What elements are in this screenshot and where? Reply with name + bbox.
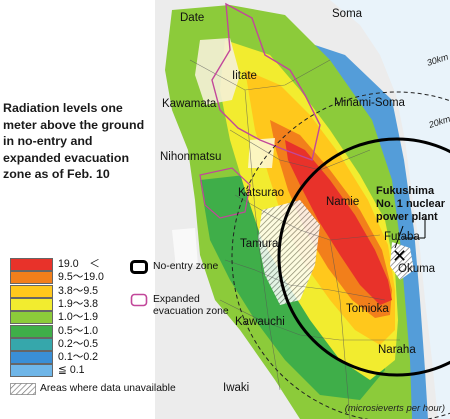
sea (330, 0, 450, 419)
legend-row: 0.5～1.0 (10, 324, 130, 338)
expanded-evacuation-boundary-south (199, 167, 251, 219)
legend-label: 0.2～0.5 (58, 337, 99, 350)
legend-label: 1.9～3.8 (58, 297, 99, 310)
legend-row: 9.5～19.0 (10, 271, 130, 285)
title-line: zone as of Feb. 10 (3, 167, 110, 181)
legend-row: 1.0～1.9 (10, 311, 130, 325)
legend-swatch (10, 271, 53, 285)
label-tamura: Tamura (240, 238, 279, 250)
legend-row: 0.2～0.5 (10, 337, 130, 351)
label-date: Date (180, 12, 204, 24)
expanded-zone-swatch (130, 293, 148, 307)
plant-label-line-3: power plant (376, 211, 438, 223)
place-labels: Date Soma Iitate Kawamata Minami-Soma Ni… (160, 8, 436, 394)
legend-swatch (10, 324, 53, 338)
legend-row: 0.1～0.2 (10, 351, 130, 365)
legend-row: ≦ 0.1 (10, 364, 130, 378)
map-title: Radiation levels one meter above the gro… (3, 100, 161, 183)
data-unavailable-areas (258, 200, 414, 305)
title-line: in no-entry and (3, 134, 93, 148)
label-naraha: Naraha (378, 344, 416, 356)
legend-swatch (10, 351, 53, 365)
title-line: meter above the ground (3, 117, 145, 132)
label-iitate: Iitate (232, 70, 257, 82)
unavailable-label: Areas where data unavailable (40, 383, 176, 394)
legend-swatch (10, 337, 53, 351)
radius-30km-circle (231, 91, 450, 419)
expanded-evacuation-boundary (211, 2, 321, 161)
legend-label: 0.1～0.2 (58, 351, 99, 364)
legend-row: 3.8～9.5 (10, 284, 130, 298)
label-iwaki: Iwaki (223, 382, 249, 394)
label-kawamata: Kawamata (162, 98, 217, 110)
legend-label: 3.8～9.5 (58, 284, 99, 297)
no-entry-swatch (130, 260, 148, 274)
legend-label: 9.5～19.0 (58, 271, 104, 284)
label-tomioka: Tomioka (346, 303, 389, 315)
label-katsurao: Katsurao (238, 187, 284, 199)
legend-swatch (10, 311, 53, 325)
nuclear-plant-marker: ✕ (392, 218, 426, 267)
no-entry-zone-circle (277, 137, 450, 377)
label-nihonmatsu: Nihonmatsu (160, 151, 221, 163)
hatch-swatch (10, 383, 36, 395)
title-line: Radiation levels one (3, 101, 123, 115)
legend-label: 0.5～1.0 (58, 324, 99, 337)
units-note: (microsieverts per hour) (344, 403, 445, 414)
legend-label: 1.0～1.9 (58, 311, 99, 324)
label-minami-soma: Minami-Soma (334, 97, 406, 109)
label-kawauchi: Kawauchi (235, 316, 285, 328)
plant-label-line-1: Fukushima (376, 185, 435, 197)
legend-swatch (10, 258, 53, 271)
expanded-zone-label-2: evacuation zone (153, 306, 229, 317)
no-entry-label: No-entry zone (153, 261, 219, 272)
cross-icon: ✕ (392, 246, 407, 267)
legend-row: 1.9～3.8 (10, 297, 130, 311)
label-okuma: Okuma (398, 263, 436, 275)
plant-label-line-2: No. 1 nuclear (376, 198, 446, 210)
legend-label: ≦ 0.1 (58, 364, 85, 377)
plant-label: Fukushima No. 1 nuclear power plant (376, 185, 446, 223)
label-soma: Soma (332, 8, 363, 20)
label-futaba: Futaba (384, 231, 420, 243)
legend-label: 19.0 ＜ (58, 258, 100, 270)
legend-row: 19.0 ＜ (10, 258, 130, 271)
municipal-boundaries (189, 59, 400, 419)
legend-swatch (10, 284, 53, 298)
expanded-zone-label-1: Expanded (153, 294, 200, 305)
title-line: expanded evacuation (3, 150, 130, 165)
legend-swatch (10, 364, 53, 378)
legend-swatch (10, 297, 53, 311)
label-namie: Namie (326, 196, 359, 208)
